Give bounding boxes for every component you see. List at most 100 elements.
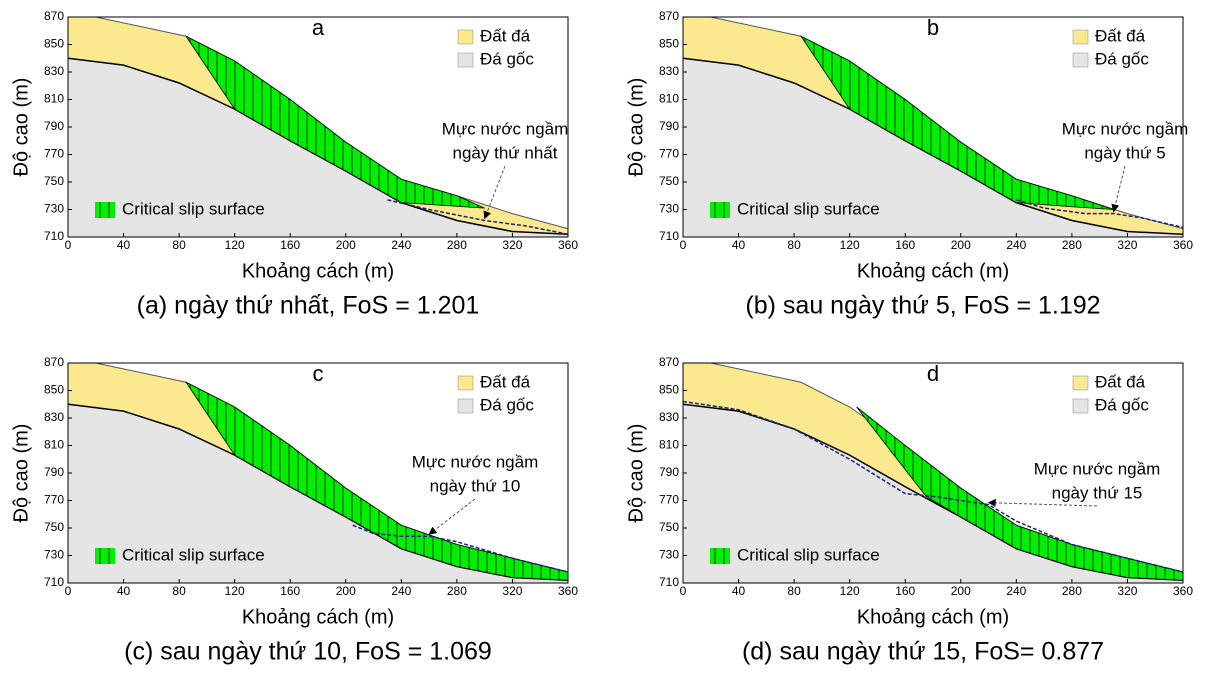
x-tick-label: 120 — [225, 238, 245, 252]
panel-letter: b — [927, 15, 939, 40]
legend-label: Critical slip surface — [122, 545, 265, 564]
x-tick-label: 120 — [840, 238, 860, 252]
x-axis-title: Khoảng cách (m) — [857, 260, 1009, 282]
x-tick-label: 120 — [840, 584, 860, 598]
y-tick-label: 830 — [44, 410, 64, 424]
x-tick-label: 40 — [732, 584, 746, 598]
y-tick-label: 750 — [659, 520, 679, 534]
area-fill — [68, 58, 568, 237]
x-axis-title: Khoảng cách (m) — [242, 260, 394, 282]
x-tick-label: 120 — [225, 584, 245, 598]
x-tick-label: 280 — [1062, 584, 1082, 598]
x-tick-label: 160 — [895, 238, 915, 252]
x-tick-label: 80 — [172, 238, 186, 252]
panel-letter: c — [313, 361, 324, 386]
x-tick-label: 160 — [280, 238, 300, 252]
legend-label: Đá gốc — [1095, 395, 1149, 414]
legend-swatch-hatch — [95, 202, 115, 218]
x-tick-label: 80 — [787, 584, 801, 598]
x-tick-label: 80 — [787, 238, 801, 252]
annotation: Mực nước ngầm — [1062, 119, 1189, 138]
x-tick-label: 40 — [117, 584, 131, 598]
x-tick-label: 320 — [1117, 238, 1137, 252]
y-tick-label: 790 — [44, 119, 64, 133]
water-table — [352, 524, 569, 573]
x-tick-label: 360 — [558, 584, 578, 598]
y-tick-label: 850 — [659, 383, 679, 397]
x-tick-label: 240 — [391, 584, 411, 598]
y-tick-label: 790 — [659, 119, 679, 133]
annotation-arrow — [428, 498, 476, 535]
y-tick-label: 710 — [44, 575, 64, 589]
legend-swatch — [457, 398, 474, 414]
slip-hatch — [186, 36, 485, 209]
annotation: Mực nước ngầm — [412, 452, 539, 471]
x-tick-label: 240 — [1006, 238, 1026, 252]
y-tick-label: 830 — [44, 64, 64, 78]
panel: 0 40 80 120 160 200 240 280 320 360 710 730 750 770 79… — [10, 9, 578, 319]
legend-label: Đất đá — [480, 26, 531, 45]
y-tick-label: 750 — [659, 174, 679, 188]
x-tick-label: 160 — [280, 584, 300, 598]
y-tick-label: 790 — [44, 465, 64, 479]
x-tick-label: 40 — [117, 238, 131, 252]
x-axis-title: Khoảng cách (m) — [857, 606, 1009, 628]
x-tick-label: 280 — [1062, 238, 1082, 252]
annotation: Mực nước ngầm — [1034, 459, 1161, 478]
slip-hatch — [186, 382, 569, 581]
x-tick-label: 360 — [558, 238, 578, 252]
y-tick-label: 770 — [659, 493, 679, 507]
legend-label: Đất đá — [480, 372, 531, 391]
y-tick-label: 830 — [659, 410, 679, 424]
y-axis-title: Độ cao (m) — [625, 78, 647, 177]
x-tick-label: 0 — [65, 584, 72, 598]
y-tick-label: 730 — [44, 548, 64, 562]
x-tick-label: 280 — [447, 584, 467, 598]
legend-label: Đất đá — [1095, 372, 1146, 391]
x-tick-label: 320 — [1117, 584, 1137, 598]
legend-swatch-hatch — [710, 202, 730, 218]
y-axis-title: Độ cao (m) — [625, 424, 647, 523]
y-tick-label: 850 — [659, 37, 679, 51]
x-tick-label: 320 — [502, 238, 522, 252]
legend-swatch — [457, 29, 474, 45]
x-tick-label: 200 — [336, 238, 356, 252]
annotation-arrow — [483, 165, 506, 220]
area-fill — [683, 58, 1183, 237]
y-tick-label: 750 — [44, 520, 64, 534]
water-table — [682, 400, 1184, 573]
panel-letter: d — [927, 361, 939, 386]
x-tick-label: 40 — [732, 238, 746, 252]
legend-label: Đất đá — [1095, 26, 1146, 45]
y-tick-label: 830 — [659, 64, 679, 78]
annotation: ngày thứ nhất — [453, 143, 558, 162]
legend-label: Critical slip surface — [737, 545, 880, 564]
x-axis-title: Khoảng cách (m) — [242, 606, 394, 628]
y-tick-label: 770 — [659, 147, 679, 161]
water-table — [1016, 199, 1184, 229]
caption: (b) sau ngày thứ 5, FoS = 1.192 — [745, 292, 1100, 320]
legend-label: Critical slip surface — [737, 199, 880, 218]
panel: 0 40 80 120 160 200 240 280 320 360 710 730 750 770 79… — [625, 9, 1193, 319]
y-tick-label: 810 — [44, 438, 64, 452]
y-tick-label: 810 — [44, 92, 64, 106]
caption: (d) sau ngày thứ 15, FoS= 0.877 — [742, 638, 1104, 666]
y-tick-label: 790 — [659, 465, 679, 479]
annotation: Mực nước ngầm — [442, 119, 569, 138]
legend-swatch — [1072, 398, 1089, 414]
x-tick-label: 360 — [1173, 238, 1193, 252]
x-tick-label: 280 — [447, 238, 467, 252]
annotation-arrow — [987, 498, 1098, 507]
legend-label: Đá gốc — [1095, 49, 1149, 68]
legend-swatch — [1072, 29, 1089, 45]
legend-swatch — [1072, 375, 1089, 391]
legend-swatch-hatch — [710, 548, 730, 564]
x-tick-label: 160 — [895, 584, 915, 598]
legend-label: Đá gốc — [480, 395, 534, 414]
y-tick-label: 810 — [659, 438, 679, 452]
x-tick-label: 320 — [502, 584, 522, 598]
y-tick-label: 710 — [659, 575, 679, 589]
y-tick-label: 870 — [659, 9, 679, 23]
y-tick-label: 850 — [44, 383, 64, 397]
